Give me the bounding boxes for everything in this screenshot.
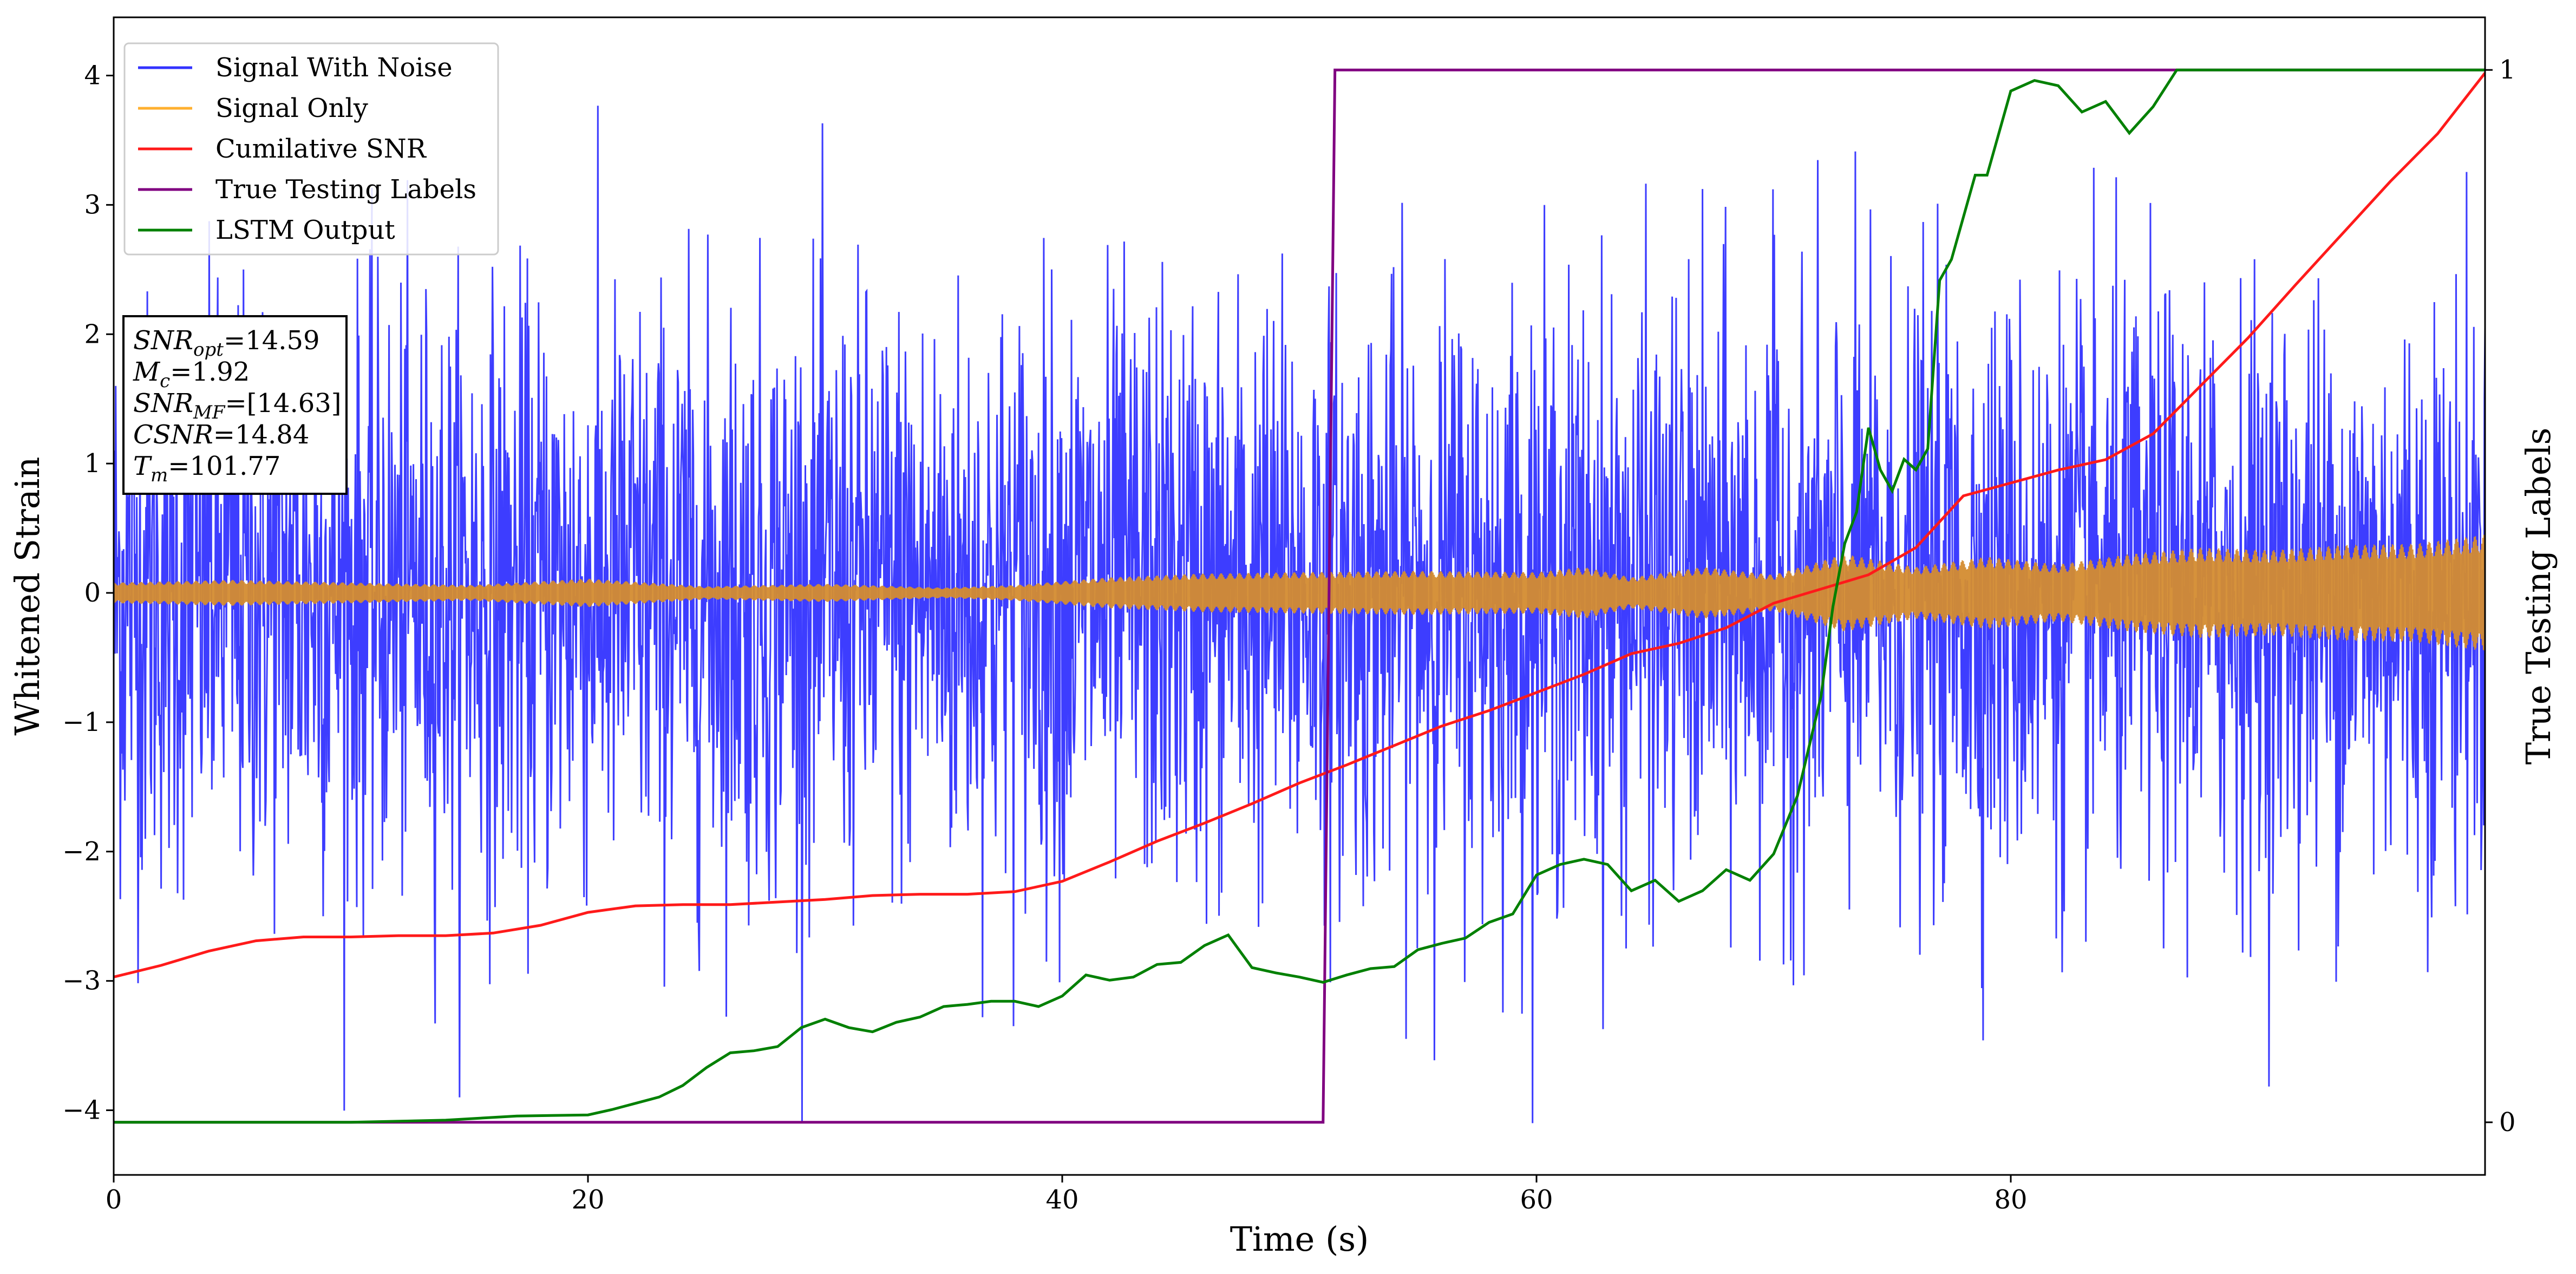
x-tick-label: 40	[1045, 1185, 1078, 1215]
y-axis-title: Whitened Strain	[8, 457, 47, 736]
y-axis-right-title: True Testing Labels	[2519, 428, 2558, 765]
y-axis-right: 01	[2485, 55, 2516, 1138]
x-tick-label: 20	[571, 1185, 604, 1215]
y-tick-label: −1	[62, 707, 101, 737]
legend-label: LSTM Output	[215, 215, 395, 245]
y-right-tick-label: 1	[2499, 55, 2516, 85]
plot-area	[114, 68, 2485, 1124]
info-box-frame	[122, 315, 348, 495]
signal-with-noise-line	[114, 106, 2485, 1123]
y-tick-label: 2	[84, 319, 101, 349]
legend-box	[123, 42, 499, 256]
info-line: SNRopt=14.59	[133, 325, 320, 361]
plot-frame	[113, 16, 2486, 1176]
lstm-output-series	[114, 68, 2485, 1124]
cumulative-snr-line	[114, 72, 2485, 978]
true-testing-labels-line	[114, 68, 2485, 1124]
info-line: SNRMF=[14.63]	[133, 388, 342, 423]
legend-label: Signal With Noise	[215, 53, 453, 83]
y-axis-left: −4 −3 −2 −1 0 1 2 3 4	[62, 60, 114, 1126]
signal-only-line	[114, 534, 2485, 651]
y-right-tick-label: 0	[2499, 1107, 2516, 1138]
info-line: CSNR=14.84	[133, 420, 309, 450]
info-box: SNRopt=14.59Mc=1.92SNRMF=[14.63]CSNR=14.…	[122, 315, 348, 495]
y-tick-label: 1	[84, 448, 101, 479]
info-line: Mc=1.92	[133, 357, 250, 392]
y-tick-label: 3	[84, 190, 101, 220]
cumulative-snr-series	[114, 72, 2485, 978]
y-tick-label: −3	[62, 966, 101, 996]
legend-label: Cumilative SNR	[215, 134, 427, 164]
x-tick-label: 60	[1520, 1185, 1553, 1215]
x-axis-title: Time (s)	[1230, 1219, 1369, 1259]
true-testing-labels-series	[114, 68, 2485, 1124]
x-tick-label: 0	[106, 1185, 122, 1215]
lstm-output-line	[114, 68, 2485, 1124]
signal-with-noise-series	[114, 106, 2485, 1123]
legend: Signal With Noise Signal Only Cumilative S…	[123, 42, 499, 256]
y-tick-label: −2	[62, 837, 101, 867]
signal-only-series	[114, 534, 2485, 651]
legend-label: True Testing Labels	[215, 174, 476, 205]
y-tick-label: 4	[84, 60, 101, 90]
legend-label: Signal Only	[215, 93, 368, 123]
x-tick-label: 80	[1994, 1185, 2027, 1215]
y-tick-label: 0	[84, 578, 101, 608]
x-axis: 0 20 40 60 80	[106, 1175, 2028, 1215]
info-line: Tm=101.77	[133, 451, 280, 486]
y-tick-label: −4	[62, 1095, 101, 1126]
